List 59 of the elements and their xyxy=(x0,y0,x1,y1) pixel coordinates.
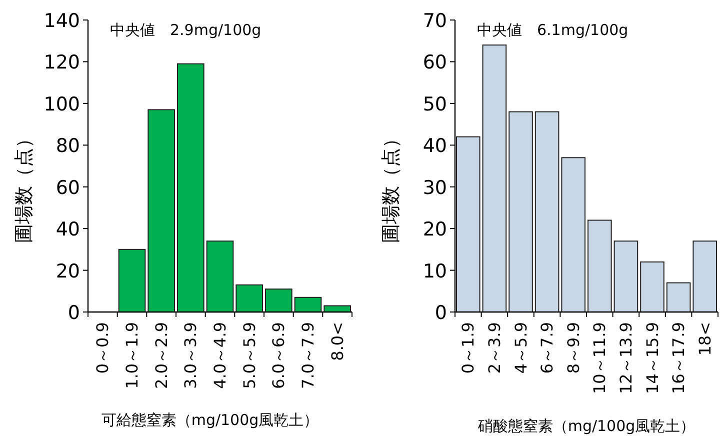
x-tick-label: 7.0～7.9 xyxy=(298,322,318,389)
x-tick-label: 6～7.9 xyxy=(538,322,557,374)
bar xyxy=(265,288,292,312)
y-tick-label: 70 xyxy=(422,10,447,32)
x-tick-label: 8～9.9 xyxy=(564,322,583,374)
x-axis-title: 可給態窒素（mg/100g風乾土） xyxy=(101,411,319,429)
x-tick-label: 1.0～1.9 xyxy=(122,322,142,389)
bar xyxy=(456,136,480,312)
bar xyxy=(294,296,322,312)
y-tick-label: 60 xyxy=(422,52,447,74)
x-axis-title: 硝酸態窒素（mg/100g風乾土） xyxy=(476,417,696,435)
x-tick-label: 12～13.9 xyxy=(616,322,636,394)
y-axis-title: 圃場数（点） xyxy=(13,129,35,243)
y-tick-label: 30 xyxy=(422,176,447,199)
annotation: 中央値 2.9mg/100g xyxy=(110,21,262,39)
x-tick-label: 2.0～2.9 xyxy=(152,322,171,389)
y-tick-label: 20 xyxy=(422,218,447,241)
x-tick-label: 18< xyxy=(695,322,714,356)
annotation: 中央値 6.1mg/100g xyxy=(477,21,628,39)
y-tick-label: 0 xyxy=(68,302,80,324)
bar xyxy=(614,240,638,312)
y-tick-label: 40 xyxy=(422,135,447,158)
bar xyxy=(561,157,586,312)
x-tick-label: 6.0～6.9 xyxy=(269,322,288,389)
x-tick-label: 0～0.9 xyxy=(93,322,112,374)
x-tick-label: 5.0～5.9 xyxy=(240,322,259,389)
bar xyxy=(236,284,263,312)
bar xyxy=(534,111,560,312)
bar xyxy=(692,240,717,312)
x-tick-label: 16～17.9 xyxy=(669,322,688,394)
y-axis-title: 圃場数（点） xyxy=(380,129,402,243)
y-tick-label: 120 xyxy=(44,52,80,74)
bar xyxy=(148,109,175,312)
bar xyxy=(482,44,507,312)
x-tick-label: 2～3.9 xyxy=(484,322,504,374)
y-tick-label: 140 xyxy=(44,10,80,32)
x-tick-label: 3.0～3.9 xyxy=(181,322,200,389)
bar xyxy=(177,63,204,312)
y-tick-label: 20 xyxy=(56,260,80,282)
y-tick-label: 80 xyxy=(56,135,80,158)
bar xyxy=(324,305,351,312)
x-tick-label: 8.0< xyxy=(328,322,347,361)
bar xyxy=(588,220,612,312)
x-tick-label: 4.0～4.9 xyxy=(210,322,230,389)
y-tick-label: 100 xyxy=(44,93,80,116)
y-tick-label: 60 xyxy=(56,176,80,199)
y-tick-label: 0 xyxy=(434,302,447,324)
y-tick-label: 50 xyxy=(422,93,447,116)
x-tick-label: 0～1.9 xyxy=(458,322,478,374)
bar xyxy=(666,282,691,312)
x-tick-label: 4～5.9 xyxy=(511,322,530,374)
x-tick-label: 14～15.9 xyxy=(642,322,662,394)
bar xyxy=(508,111,533,312)
bar xyxy=(640,261,664,312)
bar xyxy=(206,240,234,312)
x-tick-label: 10～11.9 xyxy=(590,322,610,394)
y-tick-label: 10 xyxy=(422,260,447,282)
bar xyxy=(118,248,146,312)
y-tick-label: 40 xyxy=(56,218,80,241)
